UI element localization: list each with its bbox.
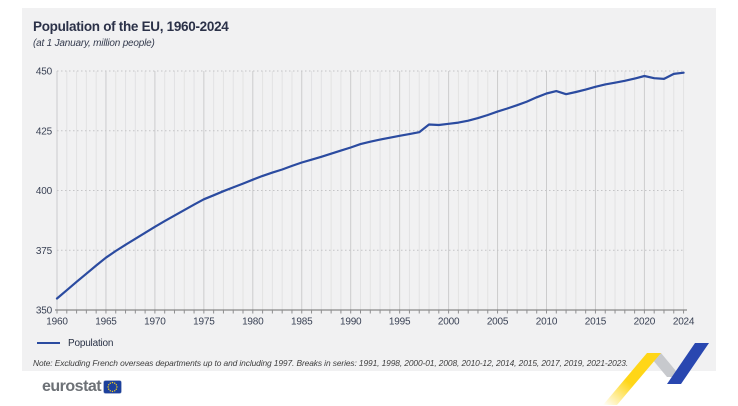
x-axis-label: 1965 xyxy=(95,317,117,328)
x-axis-label: 2005 xyxy=(487,317,509,328)
eu-flag-icon xyxy=(103,380,122,394)
legend-label: Population xyxy=(68,337,114,349)
x-axis-label: 1985 xyxy=(291,317,313,328)
population-series-line xyxy=(55,71,685,300)
x-axis-label: 2024 xyxy=(673,317,695,328)
eurostat-logo-text: eurostat xyxy=(42,378,102,395)
chart-panel: 350 375 400 425 450 1960 1965 1970 1975 1980 1985 1… xyxy=(22,8,716,371)
x-axis-label: 1960 xyxy=(46,317,68,328)
y-axis-label: 350 xyxy=(36,306,53,317)
x-axis-label: 2015 xyxy=(585,317,607,328)
legend: Population xyxy=(37,337,113,349)
eurostat-brand-zigzag-icon xyxy=(603,343,709,405)
chart-subtitle: (at 1 January, million people) xyxy=(33,38,155,49)
y-axis-label: 450 xyxy=(36,67,53,78)
y-axis-label: 425 xyxy=(36,126,53,137)
x-axis-label: 2010 xyxy=(536,317,558,328)
x-axis-label: 2000 xyxy=(438,317,460,328)
x-axis-label: 1980 xyxy=(242,317,264,328)
x-axis-label: 1975 xyxy=(193,317,215,328)
chart-title: Population of the EU, 1960-2024 xyxy=(33,19,229,34)
x-axis-label: 1995 xyxy=(389,317,411,328)
population-line-chart: 350 375 400 425 450 1960 1965 1970 1975 1980 1985 1… xyxy=(36,67,695,328)
y-axis-label: 375 xyxy=(36,246,53,257)
y-axis-label: 400 xyxy=(36,186,53,197)
x-axis-label: 1970 xyxy=(144,317,166,328)
x-axis-label: 2020 xyxy=(634,317,656,328)
chart-note: Note: Excluding French overseas departme… xyxy=(33,358,629,368)
zigzag-blue-segment xyxy=(667,343,709,384)
legend-line-swatch xyxy=(37,341,60,345)
eurostat-logo: eurostat xyxy=(42,377,122,397)
zigzag-yellow-segment xyxy=(603,353,661,405)
x-axis-label: 1990 xyxy=(340,317,362,328)
eu-flag-stars xyxy=(107,381,118,393)
